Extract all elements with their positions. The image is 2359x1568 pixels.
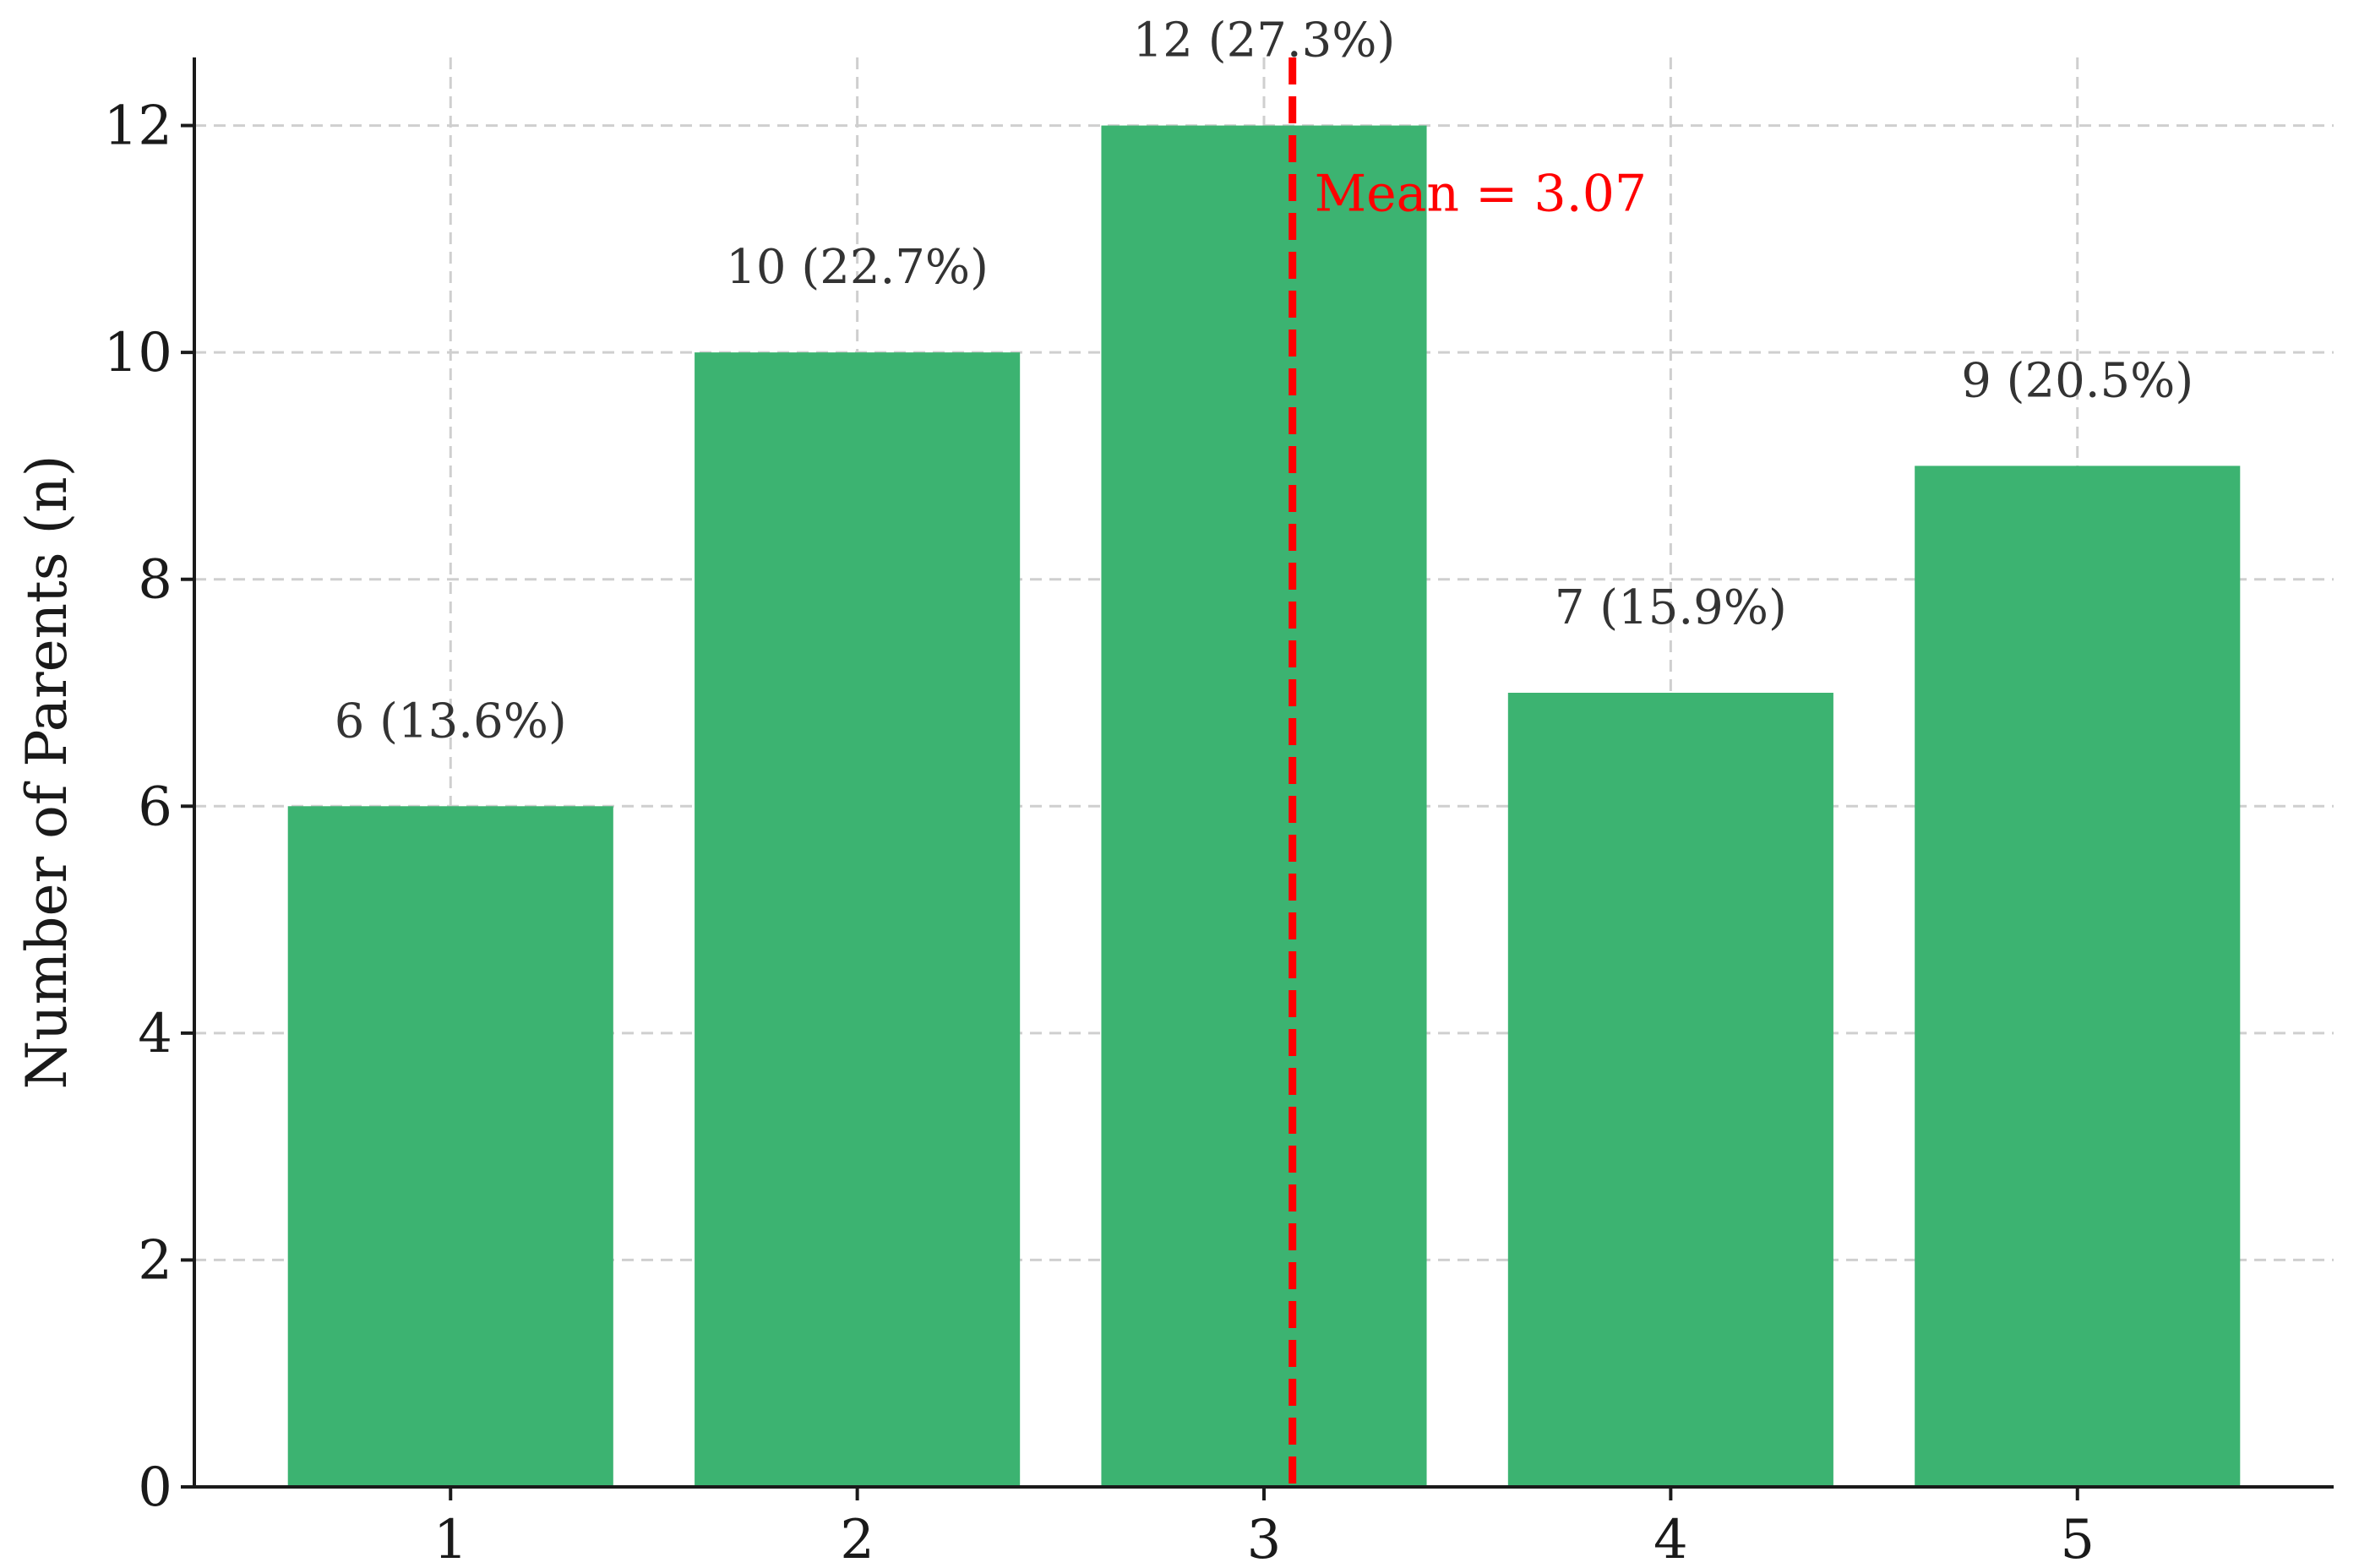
x-tick-label: 5 (2060, 1509, 2095, 1568)
y-tick-label: 2 (138, 1229, 172, 1292)
mean-label: Mean = 3.07 (1315, 164, 1647, 223)
bar-2 (695, 352, 1021, 1488)
bar-3 (1101, 125, 1427, 1488)
y-tick-label: 8 (138, 549, 172, 612)
bar-value-label: 10 (22.7%) (726, 240, 989, 295)
bars (287, 125, 2241, 1488)
y-tick-label: 0 (138, 1456, 172, 1519)
y-tick-label: 10 (104, 322, 172, 384)
y-tick-label: 6 (138, 776, 172, 838)
x-tick-label: 3 (1247, 1509, 1282, 1568)
y-tick-label: 12 (104, 95, 172, 158)
bar-4 (1507, 693, 1833, 1487)
bar-value-label: 9 (20.5%) (1961, 353, 2193, 408)
mean-line-group: Mean = 3.07 (1288, 57, 1647, 1487)
x-tick-label: 2 (840, 1509, 874, 1568)
bar-value-label: 6 (13.6%) (335, 694, 567, 749)
bar-5 (1915, 466, 2241, 1487)
bar-value-label: 12 (27.3%) (1133, 14, 1396, 68)
bar-1 (287, 806, 613, 1487)
y-tick-label: 4 (138, 1003, 172, 1065)
y-axis-label: Number of Parents (n) (14, 455, 79, 1089)
x-tick-label: 4 (1653, 1509, 1688, 1568)
bar-value-labels: 6 (13.6%) 10 (22.7%) 12 (27.3%) 7 (15.9%) 9 … (335, 14, 2194, 749)
x-tick-label: 1 (433, 1509, 468, 1568)
bar-value-label: 7 (15.9%) (1555, 580, 1787, 635)
